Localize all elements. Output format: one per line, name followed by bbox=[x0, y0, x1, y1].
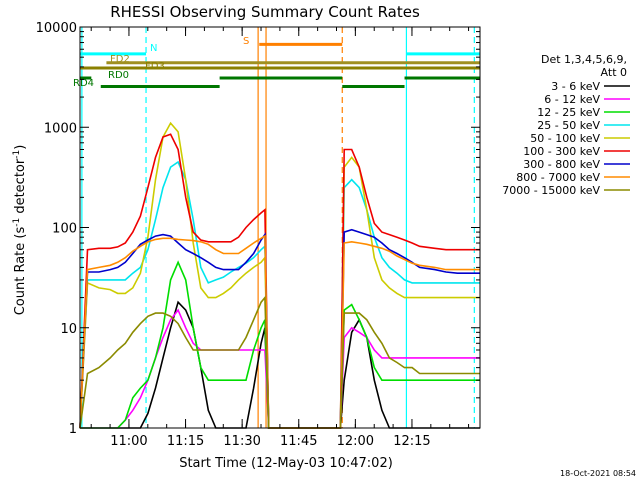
legend-label-4: 25 - 50 keV bbox=[537, 119, 600, 132]
legend-label-1: 3 - 6 keV bbox=[551, 80, 600, 93]
legend-label-2: 6 - 12 keV bbox=[544, 93, 600, 106]
x-tick-label-3: 11:30 bbox=[223, 434, 260, 449]
flag-label-fd3: FD3 bbox=[145, 61, 165, 72]
flag-label-rd0: RD0 bbox=[108, 70, 129, 81]
legend-header-2: Att 0 bbox=[601, 66, 627, 79]
x-tick-label-1: 11:00 bbox=[110, 434, 147, 449]
y-axis-label: Count Rate (s-1 detector-1) bbox=[12, 145, 28, 316]
x-tick-label-5: 12:00 bbox=[337, 434, 374, 449]
y-axis-label-suffix: ) bbox=[13, 145, 28, 150]
legend-label-7: 300 - 800 keV bbox=[523, 158, 600, 171]
legend-label-9: 7000 - 15000 keV bbox=[502, 184, 600, 197]
series-line-6 bbox=[79, 133, 480, 429]
series-line-7 bbox=[79, 228, 480, 429]
flag-label-rd4: RD4 bbox=[73, 78, 94, 89]
y-tick-label-1: 1 bbox=[69, 422, 77, 437]
footer-timestamp: 18-Oct-2021 08:54 bbox=[560, 469, 636, 478]
legend-header-1: Det 1,3,4,5,6,9, bbox=[541, 53, 627, 66]
y-tick-label-5: 10000 bbox=[36, 21, 77, 36]
x-axis-label: Start Time (12-May-03 10:47:02) bbox=[179, 456, 393, 471]
x-tick-label-4: 11:45 bbox=[280, 434, 317, 449]
series-line-8 bbox=[79, 234, 480, 429]
chart-title: RHESSI Observing Summary Count Rates bbox=[110, 3, 420, 21]
flag-label-s: S bbox=[243, 36, 249, 47]
flag-label-n: N bbox=[150, 43, 157, 54]
y-tick-label-4: 1000 bbox=[44, 121, 77, 136]
y-axis-label-sup-2: -1 bbox=[12, 150, 22, 159]
plot-area: N S FD2 FD3 RD0 RD4 1 10 100 1000 10000 11:00 11:15 1… bbox=[36, 21, 481, 449]
legend-label-6: 100 - 300 keV bbox=[523, 145, 600, 158]
legend-label-3: 12 - 25 keV bbox=[537, 106, 600, 119]
x-tick-label-6: 12:15 bbox=[393, 434, 430, 449]
y-axis-label-sup: -1 bbox=[12, 218, 22, 227]
series-line-9 bbox=[79, 295, 480, 429]
legend-label-5: 50 - 100 keV bbox=[530, 132, 600, 145]
y-tick-label-3: 100 bbox=[52, 222, 77, 237]
x-tick-label-2: 11:15 bbox=[167, 434, 204, 449]
y-axis-label-mid: detector bbox=[13, 158, 28, 218]
flag-label-fd2: FD2 bbox=[110, 54, 130, 65]
y-axis-label-prefix: Count Rate (s bbox=[13, 227, 28, 316]
y-tick-label-2: 10 bbox=[60, 322, 77, 337]
series-line-2 bbox=[80, 308, 480, 429]
series-line-5 bbox=[79, 121, 480, 429]
legend-label-8: 800 - 7000 keV bbox=[516, 171, 600, 184]
